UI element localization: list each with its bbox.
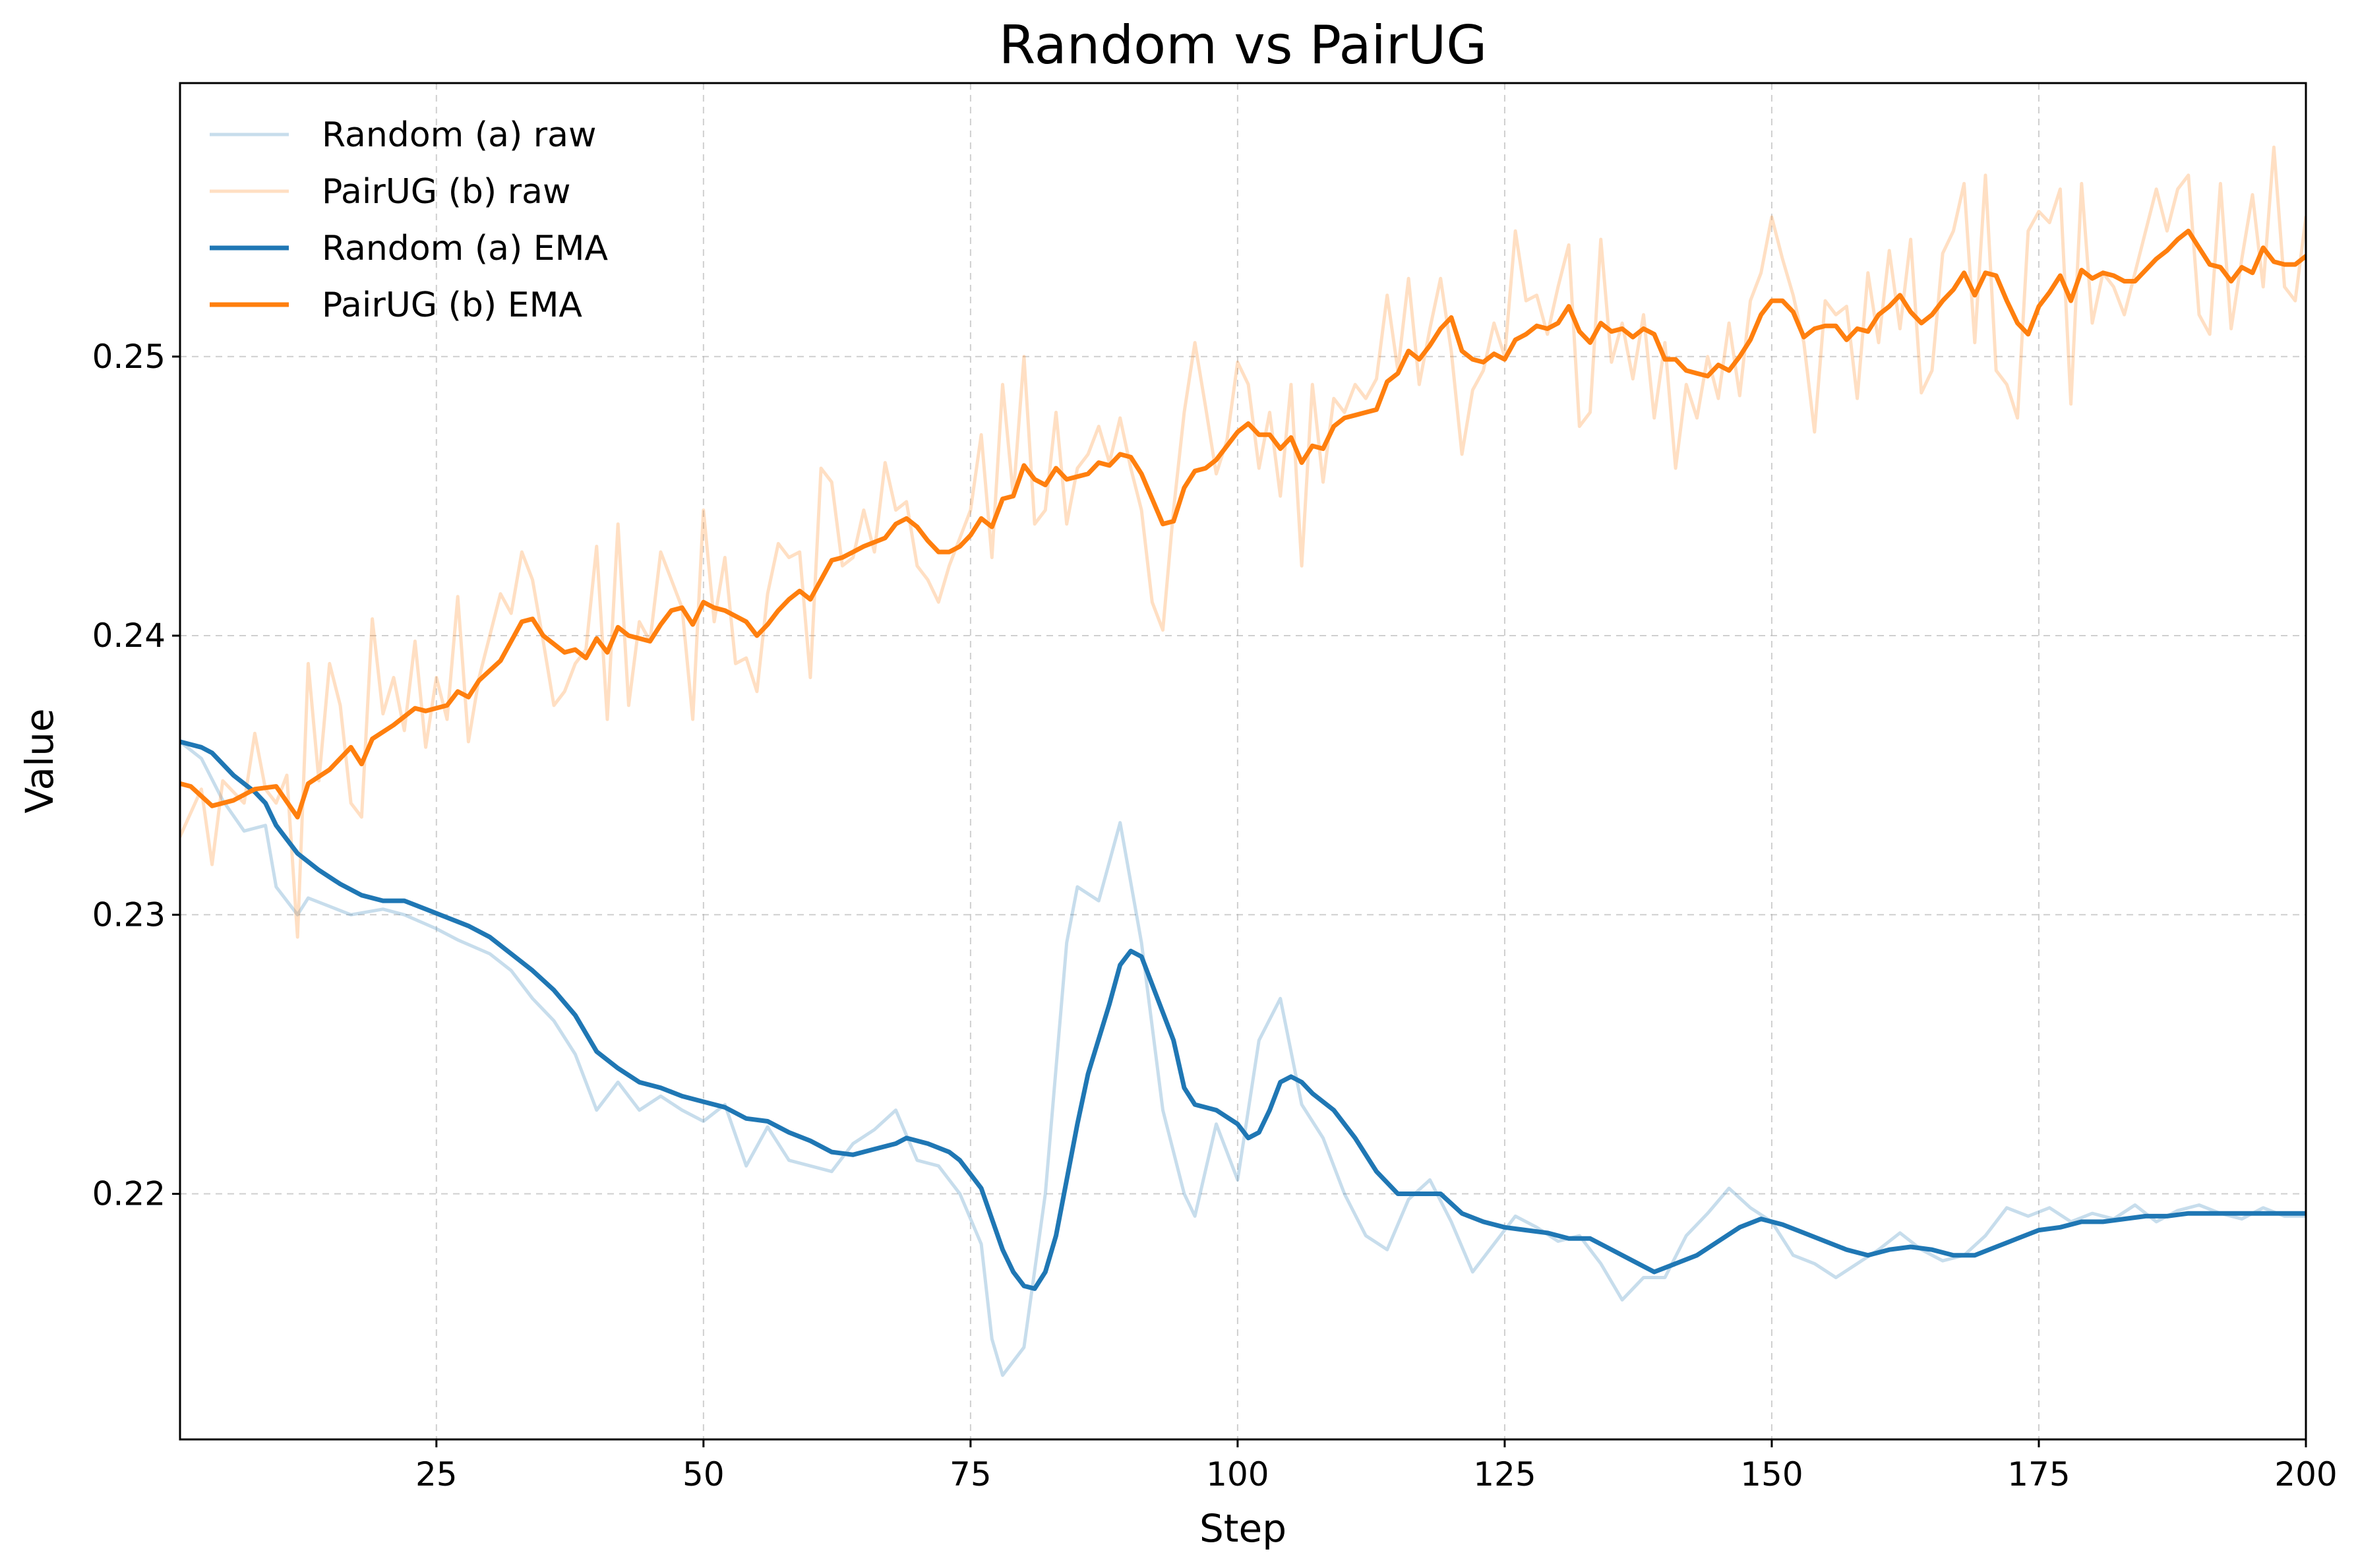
x-tick-label: 175 (2007, 1455, 2070, 1493)
legend-label-random-a-ema: Random (a) EMA (322, 229, 609, 268)
series-line-random-a-raw (180, 740, 2306, 1377)
y-tick-label: 0.25 (92, 338, 166, 376)
chart-title: Random vs PairUG (999, 15, 1487, 76)
x-tick-label: 200 (2274, 1455, 2337, 1493)
legend-label-random-a-raw: Random (a) raw (322, 115, 597, 155)
series-layer (180, 145, 2306, 1377)
x-tick-label: 150 (1740, 1455, 1803, 1493)
y-tick-label: 0.22 (92, 1175, 166, 1213)
series-line-random-a-ema (180, 739, 2306, 1291)
x-tick-label: 25 (415, 1455, 458, 1493)
y-tick-label: 0.23 (92, 895, 166, 934)
x-tick-label: 100 (1206, 1455, 1269, 1493)
x-tick-label: 75 (950, 1455, 992, 1493)
x-tick-label: 50 (682, 1455, 725, 1493)
legend-label-pairug-b-ema: PairUG (b) EMA (322, 286, 582, 325)
x-axis-label: Step (1199, 1506, 1286, 1551)
series-line-pairug-b-ema (180, 228, 2306, 820)
ticks: 25 50 75 100 125 150 175 200 0.22 0.23 0.24 0.25 (92, 338, 2338, 1493)
y-axis-label: Value (17, 708, 62, 813)
y-tick-label: 0.24 (92, 617, 166, 655)
x-tick-label: 125 (1473, 1455, 1536, 1493)
legend: Random (a) raw PairUG (b) raw Random (a) E… (210, 115, 609, 325)
plot-area-frame (179, 82, 2307, 1441)
legend-label-pairug-b-raw: PairUG (b) raw (322, 172, 570, 212)
